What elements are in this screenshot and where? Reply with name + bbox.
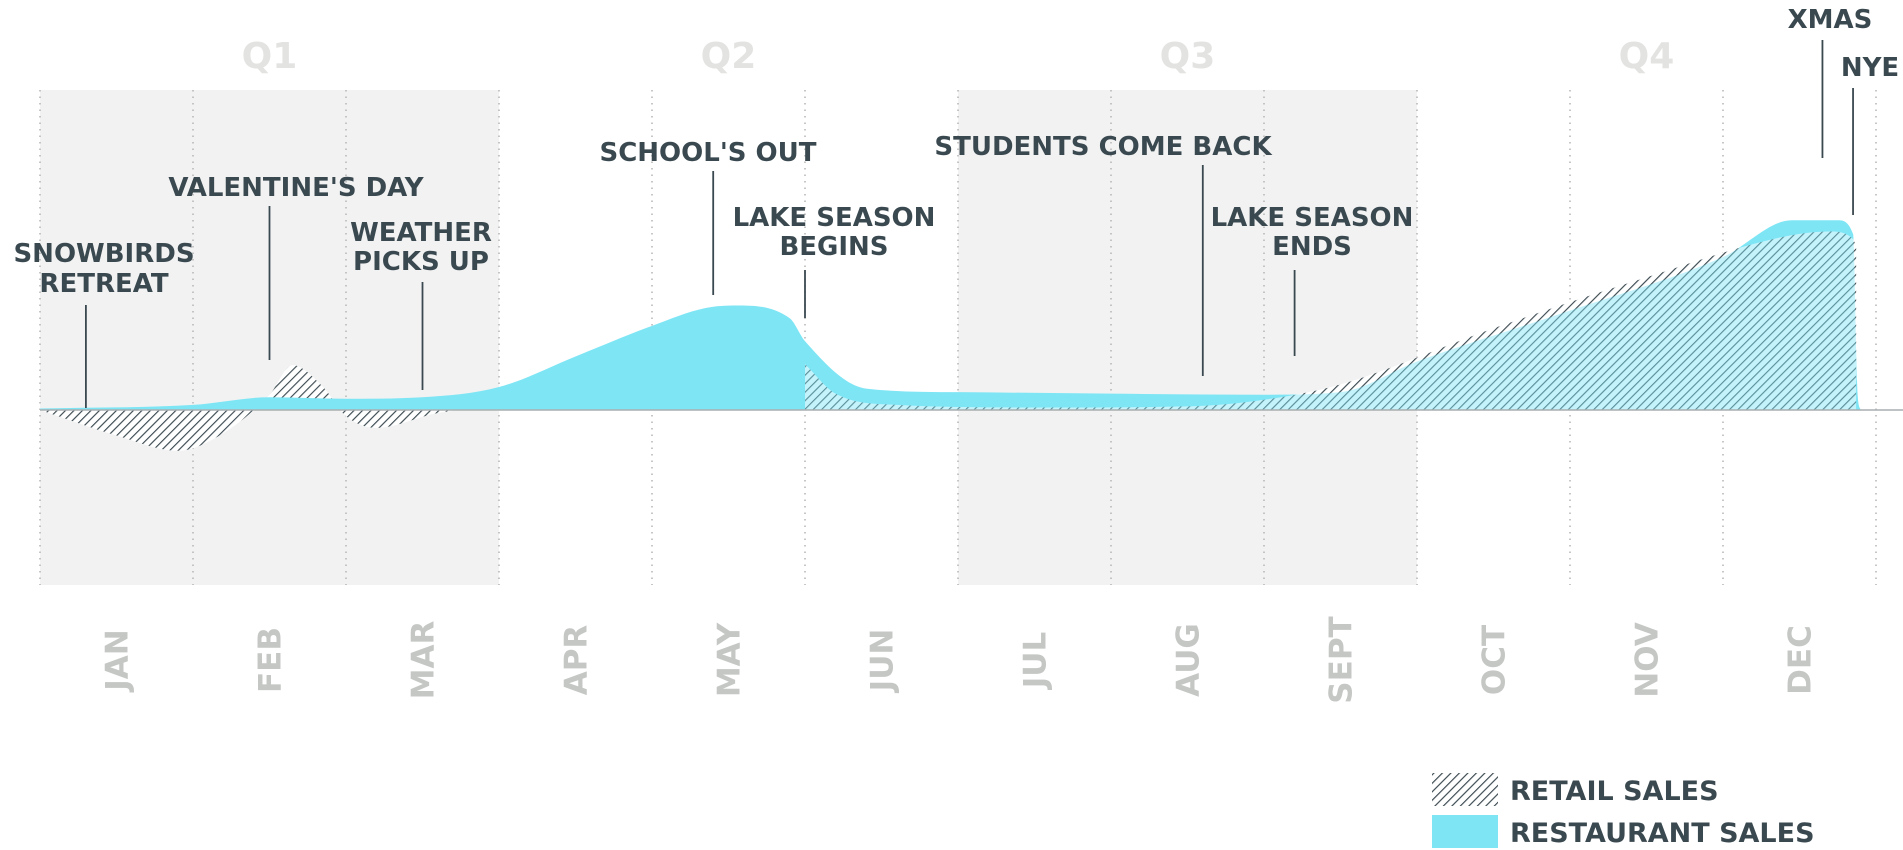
annotation-label: SCHOOL'S OUT	[599, 138, 816, 168]
annotation-line: RETREAT	[39, 269, 168, 299]
annotation-line: VALENTINE'S DAY	[168, 173, 424, 203]
legend-retail-swatch	[1432, 773, 1498, 806]
annotation-line: SNOWBIRDS	[13, 239, 194, 269]
chart-legend: RETAIL SALES RESTAURANT SALES	[1432, 773, 1815, 849]
annotation-line: WEATHER	[350, 218, 492, 248]
month-label-jan: JAN	[100, 629, 136, 692]
month-label-feb: FEB	[253, 627, 289, 693]
quarter-label-q4: Q4	[1619, 36, 1675, 77]
annotation-label: NYE	[1841, 53, 1899, 83]
month-label-aug: AUG	[1171, 623, 1207, 697]
month-label-nov: NOV	[1630, 622, 1666, 697]
annotation-line: XMAS	[1788, 5, 1873, 35]
quarter-label-q3: Q3	[1160, 36, 1216, 77]
month-label-may: MAY	[712, 622, 748, 697]
quarter-label-q2: Q2	[701, 36, 757, 77]
annotation-line: BEGINS	[779, 232, 888, 262]
month-label-apr: APR	[559, 625, 595, 696]
annotation-label: VALENTINE'S DAY	[168, 173, 424, 203]
legend-restaurant-swatch	[1432, 815, 1498, 848]
month-label-sept: SEPT	[1324, 616, 1360, 703]
annotation-label: WEATHER PICKS UP	[350, 218, 492, 277]
legend-retail-label: RETAIL SALES	[1510, 776, 1719, 807]
annotation-label: STUDENTS COME BACK	[934, 132, 1272, 162]
month-label-dec: DEC	[1783, 625, 1819, 695]
annotation-line: LAKE SEASON	[1211, 203, 1414, 233]
month-label-jul: JUL	[1018, 632, 1054, 690]
annotation-line: SCHOOL'S OUT	[599, 138, 816, 168]
month-label-jun: JUN	[865, 629, 901, 694]
annotation-label: SNOWBIRDS RETREAT	[13, 239, 194, 299]
annotation-line: ENDS	[1272, 232, 1352, 262]
month-label-mar: MAR	[406, 621, 442, 700]
annotation-label: LAKE SEASON BEGINS	[733, 203, 936, 262]
month-label-oct: OCT	[1477, 625, 1513, 695]
legend-restaurant-label: RESTAURANT SALES	[1510, 818, 1815, 849]
quarter-label-q1: Q1	[242, 36, 298, 77]
annotation-label: LAKE SEASON ENDS	[1211, 203, 1414, 262]
retail-overlay-area	[805, 231, 1857, 410]
annotation-line: LAKE SEASON	[733, 203, 936, 233]
annotation-line: PICKS UP	[353, 247, 489, 277]
quarter-band-q3	[958, 90, 1417, 585]
annotation-line: NYE	[1841, 53, 1899, 83]
annotation-label: XMAS	[1788, 5, 1873, 35]
annotation-line: STUDENTS COME BACK	[934, 132, 1272, 162]
